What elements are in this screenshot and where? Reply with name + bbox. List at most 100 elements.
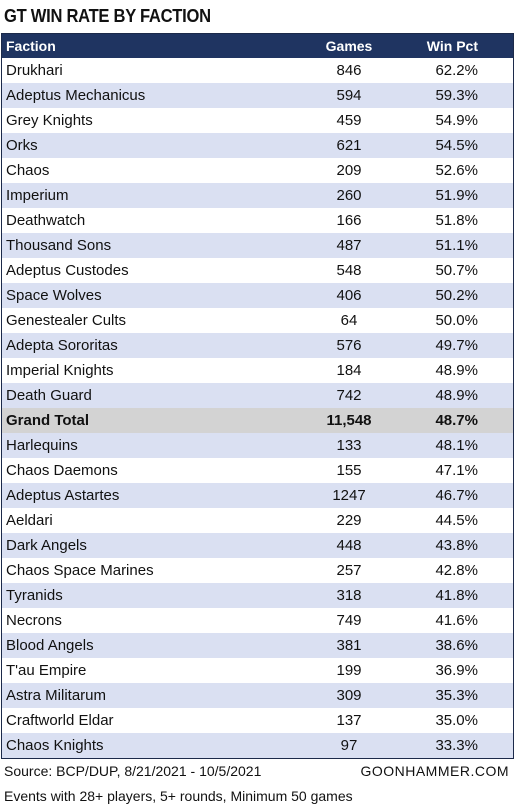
cell: 49.7% — [435, 337, 478, 354]
table-row: Chaos Knights 97 33.3% — [2, 733, 513, 758]
table-row: Blood Angels 381 38.6% — [2, 633, 513, 658]
cell: 11,548 — [326, 412, 372, 429]
table-row: Harlequins 133 48.1% — [2, 433, 513, 458]
cell: 44.5% — [435, 512, 478, 529]
table: Faction Games Win Pct Drukhari 846 62.2% Ad… — [1, 33, 514, 759]
title: GT WIN RATE BY FACTION — [4, 6, 211, 26]
cell: 257 — [336, 562, 362, 579]
table-row: Adepta Sororitas 576 49.7% — [2, 333, 513, 358]
cell: 52.6% — [435, 162, 478, 179]
cell: 1247 — [332, 487, 366, 504]
table-row: Imperium 260 51.9% — [2, 183, 513, 208]
header-cell: Win Pct — [426, 38, 478, 54]
cell: Imperium — [6, 187, 69, 204]
cell: 742 — [336, 387, 362, 404]
cell: 43.8% — [435, 537, 478, 554]
total-row: Grand Total 11,548 48.7% — [2, 408, 513, 433]
cell: 229 — [336, 512, 362, 529]
cell: 33.3% — [435, 737, 478, 754]
table-row: Chaos Daemons 155 47.1% — [2, 458, 513, 483]
table-row: Aeldari 229 44.5% — [2, 508, 513, 533]
header-cell: Games — [325, 38, 373, 54]
table-row: Thousand Sons 487 51.1% — [2, 233, 513, 258]
cell: Necrons — [6, 612, 62, 629]
cell: Adeptus Custodes — [6, 262, 129, 279]
table-row: Astra Militarum 309 35.3% — [2, 683, 513, 708]
table-row: T'au Empire 199 36.9% — [2, 658, 513, 683]
table-row: Death Guard 742 48.9% — [2, 383, 513, 408]
cell: 47.1% — [435, 462, 478, 479]
table-row: Chaos Space Marines 257 42.8% — [2, 558, 513, 583]
table-row: Necrons 749 41.6% — [2, 608, 513, 633]
cell: Adeptus Astartes — [6, 487, 120, 504]
cell: Blood Angels — [6, 637, 94, 654]
table-row: Genestealer Cults 64 50.0% — [2, 308, 513, 333]
cell: Chaos Knights — [6, 737, 104, 754]
table-row: Orks 621 54.5% — [2, 133, 513, 158]
cell: 184 — [336, 362, 362, 379]
cell: 97 — [340, 737, 358, 754]
cell: Genestealer Cults — [6, 312, 127, 329]
cell: 41.8% — [435, 587, 478, 604]
cell: 749 — [336, 612, 362, 629]
cell: Drukhari — [6, 62, 63, 79]
cell: 48.9% — [435, 387, 478, 404]
cell: 35.0% — [435, 712, 478, 729]
header-cell: Faction — [6, 38, 56, 54]
cell: 621 — [336, 137, 362, 154]
table-row: Dark Angels 448 43.8% — [2, 533, 513, 558]
cell: 260 — [336, 187, 362, 204]
cell: 309 — [336, 687, 362, 704]
cell: 137 — [336, 712, 362, 729]
cell: 166 — [336, 212, 362, 229]
cell: Harlequins — [6, 437, 78, 454]
cell: 51.8% — [435, 212, 478, 229]
cell: 381 — [336, 637, 362, 654]
cell: Space Wolves — [6, 287, 102, 304]
cell: 318 — [336, 587, 362, 604]
cell: 62.2% — [435, 62, 478, 79]
cell: Astra Militarum — [6, 687, 107, 704]
site: GOONHAMMER.COM — [360, 763, 509, 779]
cell: 59.3% — [435, 87, 478, 104]
cell: Craftworld Eldar — [6, 712, 114, 729]
cell: Grey Knights — [6, 112, 93, 129]
note: Events with 28+ players, 5+ rounds, Mini… — [4, 788, 353, 804]
table-row: Grey Knights 459 54.9% — [2, 108, 513, 133]
table-row: Tyranids 318 41.8% — [2, 583, 513, 608]
table-row: Adeptus Astartes 1247 46.7% — [2, 483, 513, 508]
cell: Death Guard — [6, 387, 92, 404]
cell: Imperial Knights — [6, 362, 114, 379]
cell: 199 — [336, 662, 362, 679]
cell: Adepta Sororitas — [6, 337, 118, 354]
cell: Orks — [6, 137, 38, 154]
table-row: Drukhari 846 62.2% — [2, 58, 513, 83]
cell: 41.6% — [435, 612, 478, 629]
table-row: Adeptus Custodes 548 50.7% — [2, 258, 513, 283]
cell: 51.9% — [435, 187, 478, 204]
cell: 54.9% — [435, 112, 478, 129]
table-row: Imperial Knights 184 48.9% — [2, 358, 513, 383]
table-row: Craftworld Eldar 137 35.0% — [2, 708, 513, 733]
cell: 594 — [336, 87, 362, 104]
cell: 38.6% — [435, 637, 478, 654]
cell: 406 — [336, 287, 362, 304]
cell: 448 — [336, 537, 362, 554]
cell: Tyranids — [6, 587, 63, 604]
cell: 487 — [336, 237, 362, 254]
cell: T'au Empire — [6, 662, 87, 679]
cell: Dark Angels — [6, 537, 87, 554]
cell: 36.9% — [435, 662, 478, 679]
cell: 51.1% — [435, 237, 478, 254]
cell: 846 — [336, 62, 362, 79]
table-row: Deathwatch 166 51.8% — [2, 208, 513, 233]
cell: Deathwatch — [6, 212, 86, 229]
cell: 48.9% — [435, 362, 478, 379]
table-row: Space Wolves 406 50.2% — [2, 283, 513, 308]
source: Source: BCP/DUP, 8/21/2021 - 10/5/2021 — [4, 763, 262, 779]
cell: 50.7% — [435, 262, 478, 279]
cell: 50.0% — [435, 312, 478, 329]
cell: 35.3% — [435, 687, 478, 704]
cell: 42.8% — [435, 562, 478, 579]
